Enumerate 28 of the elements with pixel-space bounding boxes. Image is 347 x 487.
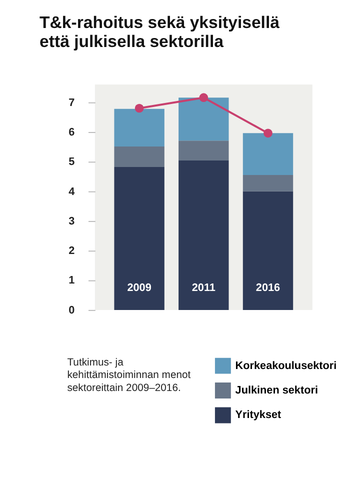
y-tick-label: 5 — [68, 156, 75, 168]
y-tick-label: 2 — [68, 245, 75, 258]
y-tick-label: 6 — [68, 126, 75, 138]
x-tick-label: 2011 — [192, 282, 216, 294]
y-tick-label: 7 — [68, 96, 75, 109]
bar — [242, 174, 294, 192]
y-tick-label: 3 — [68, 215, 75, 228]
bar — [114, 146, 164, 167]
bar — [242, 191, 294, 310]
legend-label: Yritykset — [235, 409, 282, 422]
bar — [114, 108, 164, 147]
bar — [114, 166, 164, 310]
y-tick-label: 1 — [68, 274, 75, 287]
chart-title: T&k-rahoitus sekä yksityisellä että julkisella sektorilla — [40, 13, 280, 51]
x-tick-label: 2009 — [127, 282, 152, 294]
bar — [242, 133, 294, 175]
bar — [178, 160, 229, 310]
text: Tutkimus- ja kehittämistoiminnan menot sektoreittain 2009–2016. — [67, 357, 191, 394]
y-tick-label: 4 — [68, 186, 75, 198]
bar — [178, 140, 229, 160]
x-tick-label: 2016 — [256, 282, 280, 294]
legend-label: Julkinen sektori — [235, 384, 318, 396]
bar — [178, 98, 229, 141]
point — [199, 93, 208, 102]
point — [134, 104, 144, 113]
point — [264, 128, 272, 138]
legend-label: Korkeakoulusektori — [235, 360, 337, 372]
y-tick-label: 0 — [68, 304, 75, 316]
